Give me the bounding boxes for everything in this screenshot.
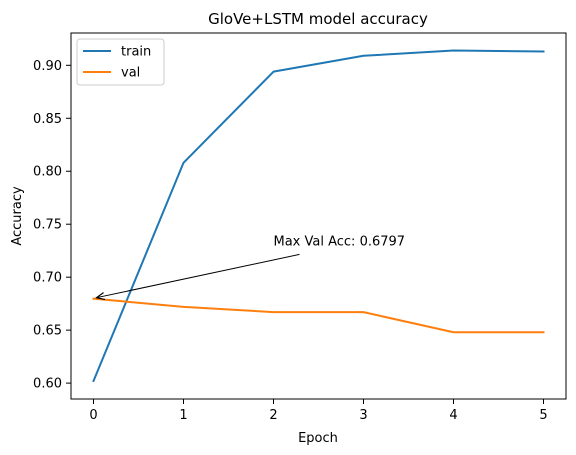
x-tick-label: 0 xyxy=(89,408,97,423)
series-layer xyxy=(92,49,545,383)
y-tick-label: 0.80 xyxy=(33,165,62,180)
y-tick-label: 0.60 xyxy=(33,377,62,392)
x-axis-ticks: 0 1 2 3 4 5 xyxy=(89,399,548,423)
legend-label-train: train xyxy=(121,45,151,60)
x-tick-label: 2 xyxy=(269,408,277,423)
x-axis-label: Epoch xyxy=(298,431,338,446)
y-tick-label: 0.65 xyxy=(33,324,62,339)
y-tick-label: 0.90 xyxy=(33,59,62,74)
x-tick-label: 3 xyxy=(359,408,367,423)
plot-frame xyxy=(70,32,567,400)
series-line-val xyxy=(92,297,545,334)
annotation-label: Max Val Acc: 0.6797 xyxy=(274,234,406,249)
y-tick-label: 0.70 xyxy=(33,271,62,286)
x-tick-label: 1 xyxy=(179,408,187,423)
x-tick-label: 5 xyxy=(539,408,547,423)
legend-label-val: val xyxy=(121,66,140,81)
series-line-train xyxy=(92,49,545,383)
y-tick-label: 0.75 xyxy=(33,218,62,233)
chart-legend: train val xyxy=(76,38,165,86)
y-axis-label: Accuracy xyxy=(10,186,25,246)
y-tick-label: 0.85 xyxy=(33,112,62,127)
chart-title: GloVe+LSTM model accuracy xyxy=(208,10,428,28)
annotation-arrow xyxy=(97,253,300,297)
annotation-layer: Max Val Acc: 0.6797 xyxy=(97,234,406,297)
x-tick-label: 4 xyxy=(449,408,457,423)
y-axis-ticks: 0.60 0.65 0.70 0.75 0.80 0.85 0.90 xyxy=(33,59,71,392)
